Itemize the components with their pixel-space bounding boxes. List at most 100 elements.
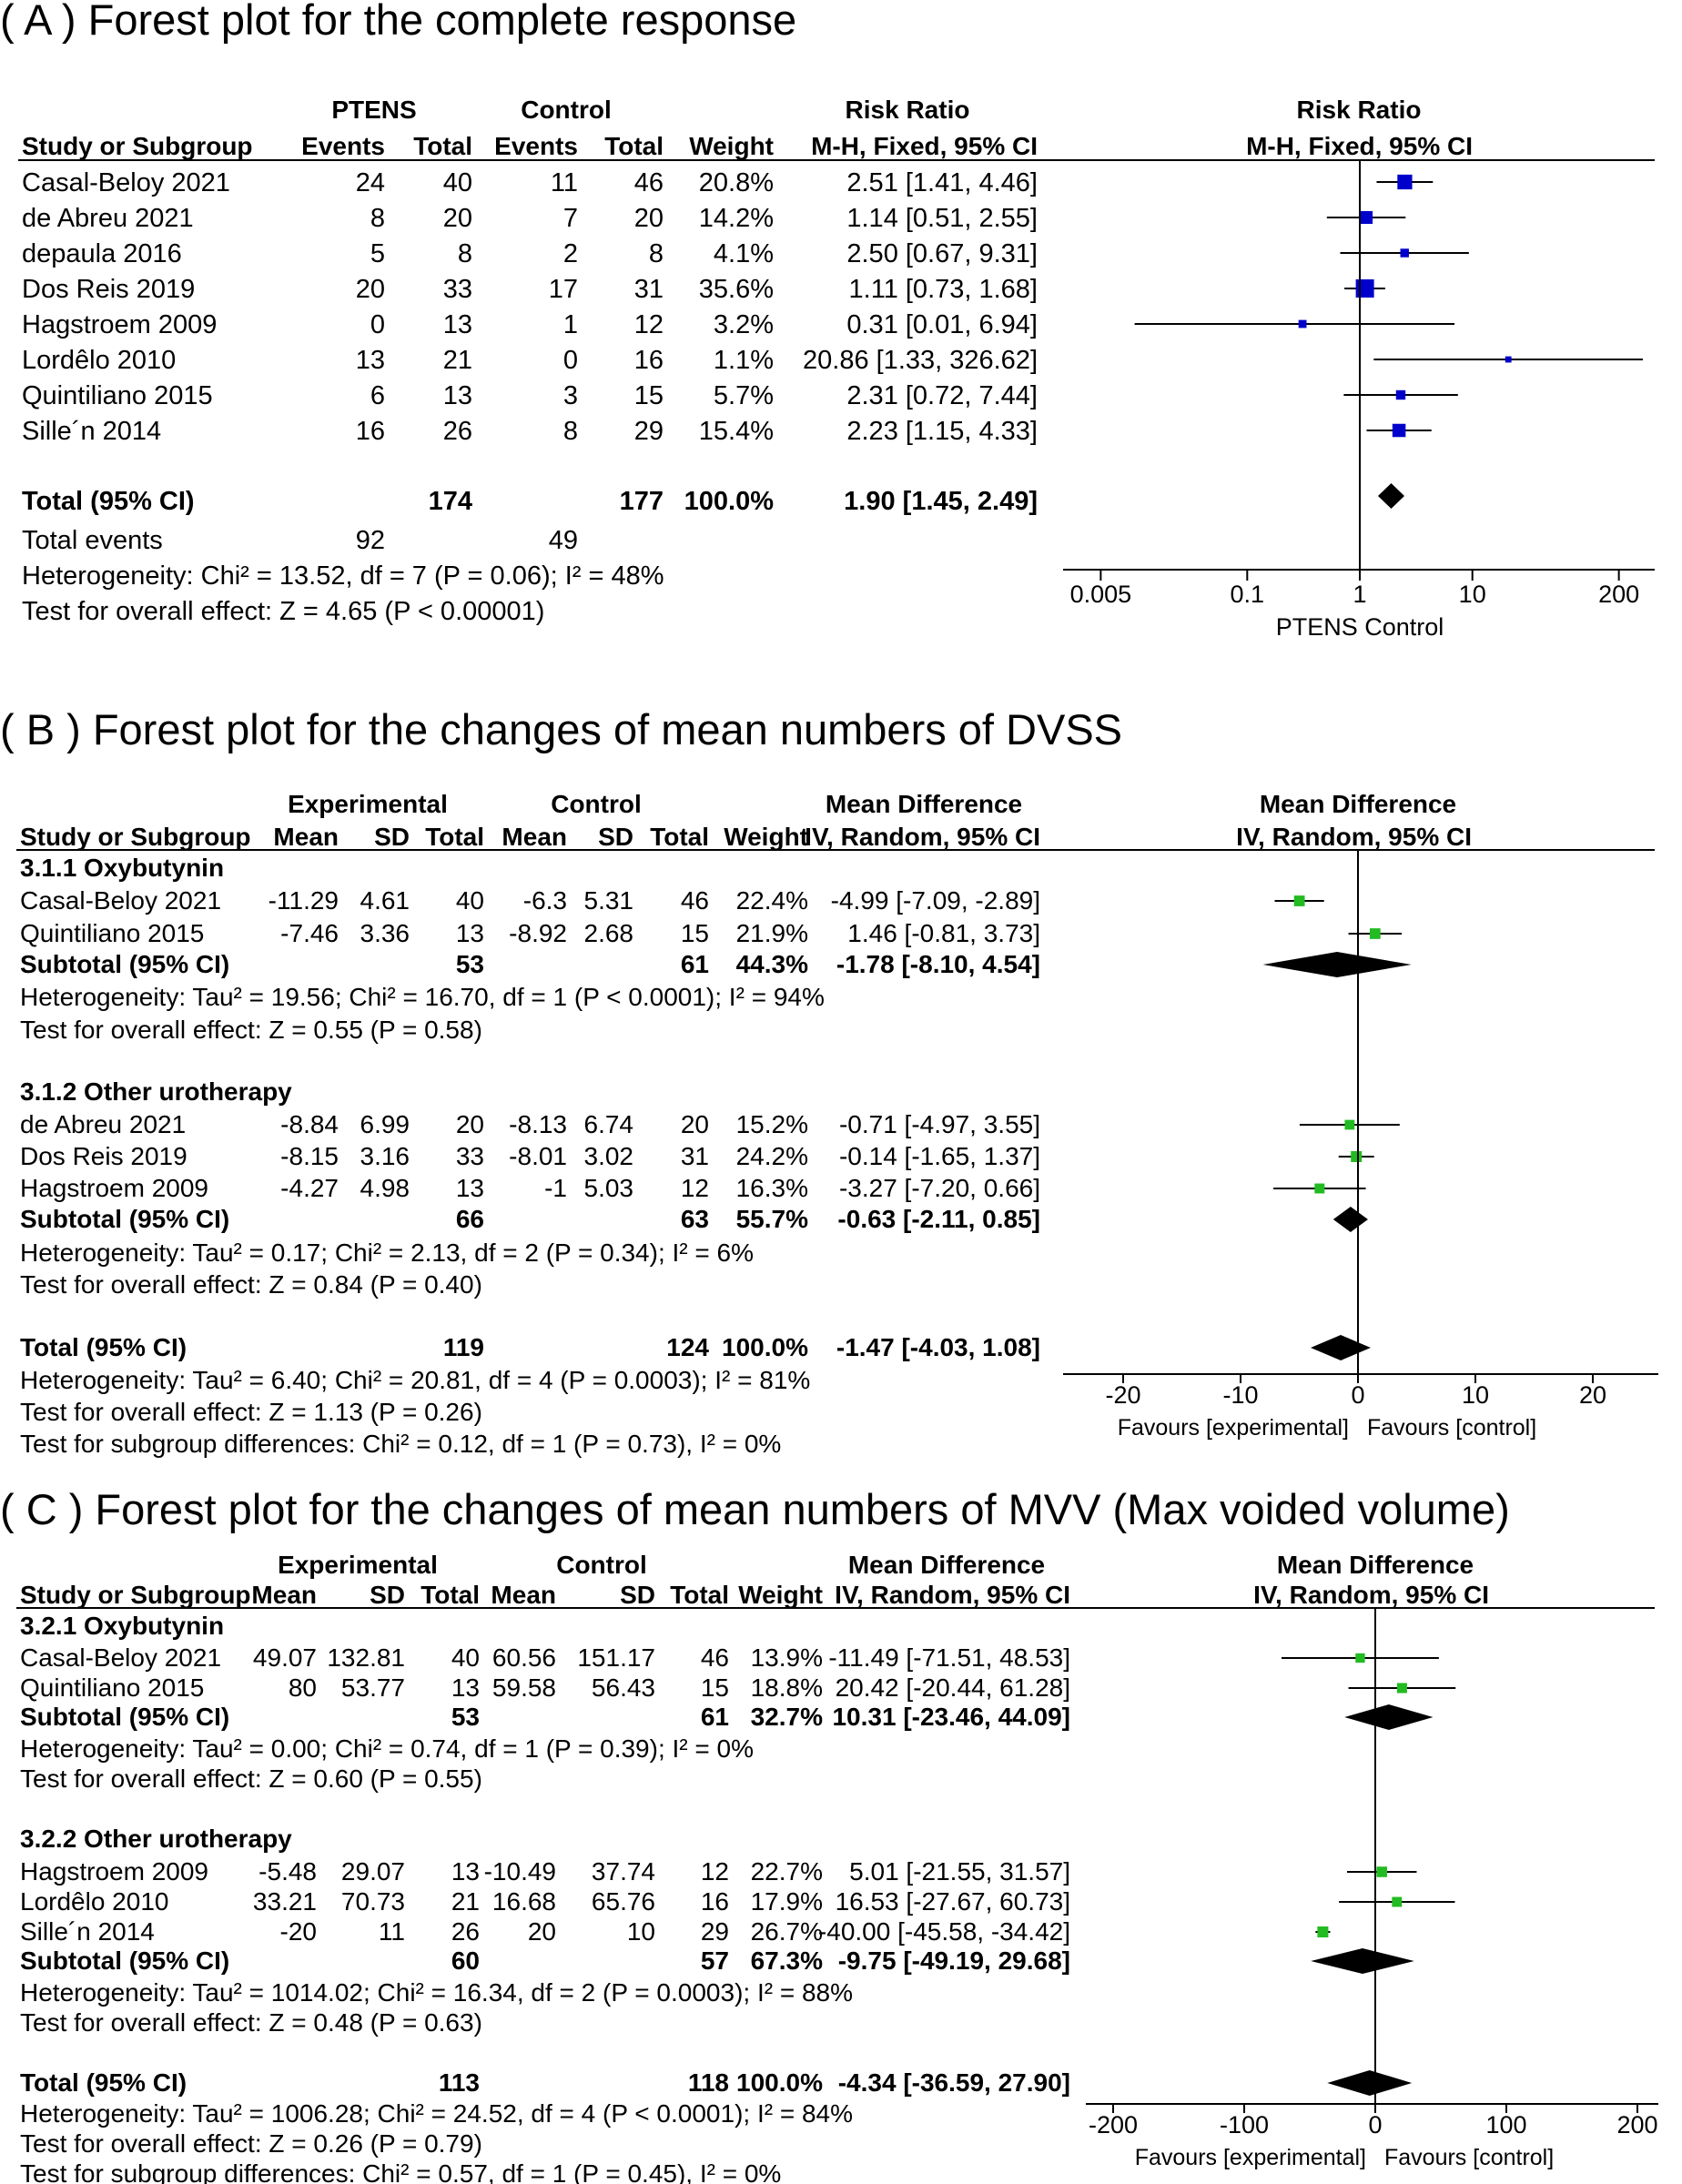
study-marker — [1397, 174, 1413, 190]
total-value: 15 — [634, 381, 664, 410]
ci-value: 2.51 [1.41, 4.46] — [846, 168, 1038, 197]
group-label: Control — [556, 1551, 647, 1579]
events-value: 0 — [563, 346, 578, 375]
total-value: 12 — [701, 1857, 729, 1886]
x-tick-label: 200 — [1598, 581, 1639, 608]
column-header: Weight — [689, 132, 774, 160]
pooled-diamond — [1327, 2070, 1413, 2096]
total-value: 46 — [701, 1643, 729, 1672]
mean-value: 49.07 — [253, 1643, 317, 1672]
study-name: Dos Reis 2019 — [22, 275, 195, 304]
ci-value: -1.47 [-4.03, 1.08] — [836, 1333, 1040, 1361]
sd-value: 132.81 — [327, 1643, 405, 1672]
subtotal-diamond — [1311, 1948, 1414, 1974]
group-label: Control — [551, 790, 642, 818]
subtotal-label: Subtotal (95% CI) — [20, 950, 229, 978]
column-header: SD — [370, 1581, 405, 1609]
column-header: Mean Difference — [1277, 1551, 1474, 1579]
group-label: Control — [521, 96, 612, 124]
ci-value: 0.31 [0.01, 6.94] — [846, 310, 1038, 339]
total-value: 61 — [681, 950, 709, 978]
total-value: 12 — [681, 1174, 709, 1202]
events-value: 24 — [356, 168, 385, 197]
weight-value: 67.3% — [751, 1946, 823, 1975]
subgroup-difference-text: Test for subgroup differences: Chi² = 0.… — [20, 1430, 781, 1458]
total-value: 33 — [456, 1142, 484, 1170]
ci-value: -1.78 [-8.10, 4.54] — [836, 950, 1040, 978]
total-value: 20 — [443, 204, 472, 233]
favours-label: PTENS Control — [1276, 613, 1444, 641]
x-tick-label: 200 — [1616, 2111, 1657, 2138]
sd-value: 6.74 — [584, 1110, 634, 1138]
study-name: Casal-Beloy 2021 — [22, 168, 230, 197]
ci-value: -0.63 [-2.11, 0.85] — [837, 1205, 1040, 1233]
study-marker — [1293, 895, 1305, 906]
ci-value: -40.00 [-45.58, -34.42] — [818, 1917, 1070, 1946]
total-value: 60 — [451, 1946, 480, 1975]
column-header: Weight — [738, 1581, 823, 1609]
ci-value: 1.46 [-0.81, 3.73] — [847, 919, 1040, 947]
heterogeneity-text: Heterogeneity: Tau² = 0.17; Chi² = 2.13,… — [20, 1239, 754, 1267]
column-header: Total — [413, 132, 472, 160]
total-value: 26 — [451, 1917, 480, 1946]
study-marker — [1505, 356, 1512, 363]
total-value: 113 — [439, 2068, 480, 2097]
ci-value: -0.71 [-4.97, 3.55] — [839, 1110, 1040, 1138]
heterogeneity-text: Heterogeneity: Tau² = 0.00; Chi² = 0.74,… — [20, 1734, 754, 1763]
study-name: Hagstroem 2009 — [22, 310, 217, 339]
weight-value: 21.9% — [736, 919, 808, 947]
ci-value: -9.75 [-49.19, 29.68] — [838, 1946, 1070, 1975]
pooled-diamond — [1311, 1335, 1371, 1360]
x-tick-label: 100 — [1485, 2111, 1526, 2138]
column-header: Risk Ratio — [1297, 96, 1422, 124]
overall-effect-text: Test for overall effect: Z = 4.65 (P < 0… — [22, 597, 544, 626]
sd-value: 4.61 — [360, 886, 410, 915]
total-value: 57 — [701, 1946, 729, 1975]
x-tick-label: 0 — [1368, 2111, 1382, 2138]
sd-value: 4.98 — [360, 1174, 410, 1202]
weight-value: 26.7% — [751, 1917, 823, 1946]
total-value: 31 — [681, 1142, 709, 1170]
study-name: de Abreu 2021 — [20, 1110, 186, 1138]
study-marker — [1359, 210, 1373, 225]
mean-value: -8.92 — [509, 919, 567, 947]
events-value: 49 — [549, 526, 578, 555]
mean-value: 33.21 — [253, 1887, 317, 1916]
study-marker — [1396, 1683, 1407, 1694]
weight-value: 100.0% — [684, 487, 775, 516]
sd-value: 3.02 — [584, 1142, 634, 1170]
ci-value: -4.99 [-7.09, -2.89] — [831, 886, 1040, 915]
total-value: 174 — [429, 487, 472, 516]
study-name: Lordêlo 2010 — [22, 346, 176, 375]
column-header: Risk Ratio — [846, 96, 970, 124]
column-header: Total — [604, 132, 664, 160]
mean-value: -7.46 — [280, 919, 339, 947]
study-name: Quintiliano 2015 — [22, 381, 213, 410]
favours-left-label: Favours [experimental] — [1118, 1415, 1349, 1441]
subgroup-label: 3.1.1 Oxybutynin — [20, 854, 224, 882]
column-header: Total — [670, 1581, 729, 1609]
total-value: 20 — [681, 1110, 709, 1138]
subtotal-label: Subtotal (95% CI) — [20, 1205, 229, 1233]
x-tick-label: 10 — [1462, 1381, 1489, 1409]
column-header: Events — [301, 132, 385, 160]
sd-value: 5.31 — [584, 886, 634, 915]
x-tick-label: -200 — [1089, 2111, 1138, 2138]
ci-value: 20.86 [1.33, 326.62] — [803, 346, 1038, 375]
total-value: 29 — [634, 417, 664, 446]
study-marker — [1369, 928, 1381, 939]
ci-value: 1.11 [0.73, 1.68] — [849, 275, 1038, 304]
events-value: 20 — [356, 275, 385, 304]
x-tick-label: -100 — [1220, 2111, 1269, 2138]
column-header: SD — [620, 1581, 655, 1609]
total-label: Total (95% CI) — [22, 487, 195, 516]
events-value: 2 — [563, 239, 578, 268]
study-name: Hagstroem 2009 — [20, 1174, 208, 1202]
events-value: 11 — [551, 168, 578, 197]
column-header: SD — [374, 823, 410, 851]
weight-value: 3.2% — [714, 310, 774, 339]
column-header: Mean — [251, 1581, 317, 1609]
column-header: Study or Subgroup — [20, 1581, 251, 1609]
mean-value: -8.15 — [280, 1142, 339, 1170]
panel-title: ( B ) Forest plot for the changes of mea… — [0, 705, 1122, 753]
